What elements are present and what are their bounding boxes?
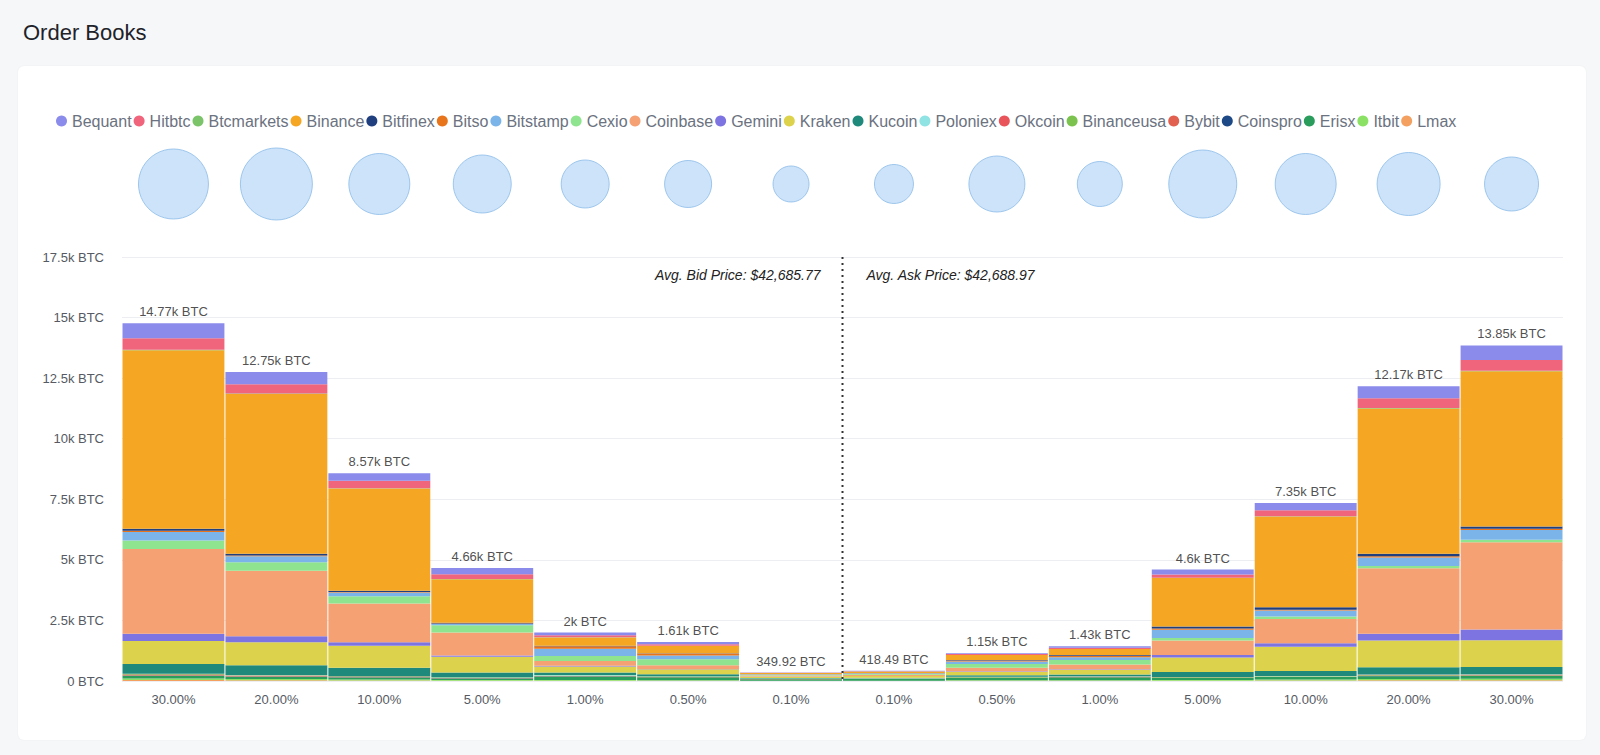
- svg-text:349.92 BTC: 349.92 BTC: [756, 654, 825, 669]
- svg-text:2.5k BTC: 2.5k BTC: [50, 613, 104, 628]
- svg-text:5k BTC: 5k BTC: [61, 552, 104, 567]
- svg-text:20.00%: 20.00%: [1387, 692, 1432, 707]
- svg-text:Bybit: Bybit: [1184, 113, 1220, 130]
- svg-text:Btcmarkets: Btcmarkets: [209, 113, 289, 130]
- svg-text:5.00%: 5.00%: [1184, 692, 1221, 707]
- svg-text:Binanceusa: Binanceusa: [1083, 113, 1167, 130]
- svg-text:8.57k BTC: 8.57k BTC: [349, 454, 410, 469]
- svg-text:Poloniex: Poloniex: [935, 113, 996, 130]
- svg-text:418.49 BTC: 418.49 BTC: [859, 652, 928, 667]
- svg-text:7.35k BTC: 7.35k BTC: [1275, 484, 1336, 499]
- svg-text:1.15k BTC: 1.15k BTC: [966, 634, 1027, 649]
- svg-text:Erisx: Erisx: [1320, 113, 1356, 130]
- svg-text:Bitstamp: Bitstamp: [506, 113, 568, 130]
- svg-text:Avg. Bid Price: $42,685.77: Avg. Bid Price: $42,685.77: [654, 267, 822, 283]
- svg-text:Cexio: Cexio: [587, 113, 628, 130]
- svg-text:0.10%: 0.10%: [876, 692, 913, 707]
- svg-text:15k BTC: 15k BTC: [53, 310, 104, 325]
- svg-text:Coinbase: Coinbase: [646, 113, 714, 130]
- svg-text:Okcoin: Okcoin: [1015, 113, 1065, 130]
- svg-text:14.77k BTC: 14.77k BTC: [139, 304, 208, 319]
- svg-text:5.00%: 5.00%: [464, 692, 501, 707]
- svg-text:17.5k BTC: 17.5k BTC: [43, 250, 104, 265]
- svg-text:Coinspro: Coinspro: [1238, 113, 1302, 130]
- svg-text:10.00%: 10.00%: [1284, 692, 1329, 707]
- svg-text:Avg. Ask Price: $42,688.97: Avg. Ask Price: $42,688.97: [866, 267, 1036, 283]
- svg-text:4.66k BTC: 4.66k BTC: [452, 549, 513, 564]
- svg-text:Kraken: Kraken: [800, 113, 851, 130]
- svg-text:Hitbtc: Hitbtc: [150, 113, 191, 130]
- svg-text:12.75k BTC: 12.75k BTC: [242, 353, 311, 368]
- svg-text:10k BTC: 10k BTC: [53, 431, 104, 446]
- svg-text:Bequant: Bequant: [72, 113, 132, 130]
- svg-text:20.00%: 20.00%: [254, 692, 299, 707]
- svg-text:1.61k BTC: 1.61k BTC: [657, 623, 718, 638]
- svg-text:1.00%: 1.00%: [567, 692, 604, 707]
- svg-text:13.85k BTC: 13.85k BTC: [1477, 326, 1546, 341]
- svg-text:0.50%: 0.50%: [978, 692, 1015, 707]
- svg-text:0 BTC: 0 BTC: [67, 674, 104, 689]
- svg-text:7.5k BTC: 7.5k BTC: [50, 492, 104, 507]
- svg-text:Bitso: Bitso: [453, 113, 489, 130]
- svg-text:2k BTC: 2k BTC: [564, 614, 607, 629]
- svg-text:30.00%: 30.00%: [151, 692, 196, 707]
- svg-text:Binance: Binance: [307, 113, 365, 130]
- svg-text:0.50%: 0.50%: [670, 692, 707, 707]
- svg-text:Gemini: Gemini: [731, 113, 782, 130]
- svg-text:Order Books: Order Books: [23, 20, 147, 45]
- svg-text:Itbit: Itbit: [1373, 113, 1399, 130]
- svg-text:Kucoin: Kucoin: [869, 113, 918, 130]
- svg-text:1.43k BTC: 1.43k BTC: [1069, 627, 1130, 642]
- svg-text:Bitfinex: Bitfinex: [382, 113, 434, 130]
- svg-text:12.5k BTC: 12.5k BTC: [43, 371, 104, 386]
- svg-text:4.6k BTC: 4.6k BTC: [1176, 551, 1230, 566]
- svg-text:1.00%: 1.00%: [1081, 692, 1118, 707]
- svg-text:12.17k BTC: 12.17k BTC: [1374, 367, 1443, 382]
- svg-text:30.00%: 30.00%: [1489, 692, 1534, 707]
- svg-text:10.00%: 10.00%: [357, 692, 402, 707]
- svg-text:Lmax: Lmax: [1417, 113, 1456, 130]
- svg-text:0.10%: 0.10%: [773, 692, 810, 707]
